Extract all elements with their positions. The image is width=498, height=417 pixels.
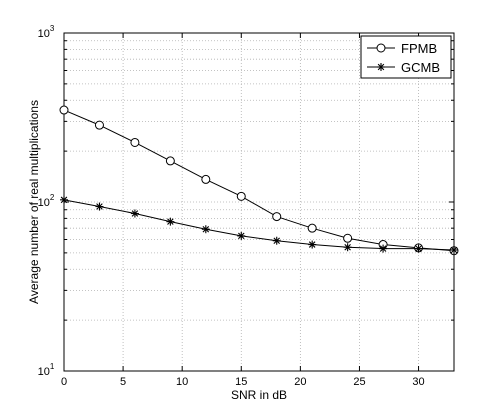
star-stroke [202,225,210,233]
data-point-gcmb [237,231,246,240]
data-point-gcmb [166,217,175,226]
tick-labels: 0 5 10 15 20 25 30 101 102 103 [38,24,425,388]
data-point-fpmb [307,223,317,233]
data-point-gcmb [379,244,388,253]
legend-entry-fpmb: FPMB [367,41,437,56]
star-stroke [273,237,280,244]
data-point-gcmb [308,240,317,249]
data-point-gcmb [201,225,210,234]
star-stroke [308,241,316,248]
data-point-fpmb [165,156,175,166]
data-point-gcmb [95,202,104,211]
x-tick-label: 25 [353,376,365,388]
x-tick-label: 20 [294,376,306,388]
star-stroke [377,63,385,71]
star-stroke [415,245,422,252]
x-tick-label: 10 [176,376,188,388]
star-stroke [96,203,103,210]
data-point-gcmb [60,195,68,204]
y-tick-label: 101 [38,362,55,378]
legend-box [360,35,452,79]
series-line-fpmb [63,109,455,252]
legend-marker [377,63,385,71]
series-layer [59,105,459,256]
data-point-fpmb [130,137,140,147]
legend-label: FPMB [401,41,437,56]
data-point-fpmb [201,174,211,184]
legend-label: GCMB [401,60,440,75]
x-tick-label: 0 [61,376,67,388]
star-stroke [167,218,174,225]
data-point-fpmb [343,233,353,243]
y-tick-label: 102 [38,193,55,209]
data-point-fpmb [94,120,104,130]
y-axis-label: Average number of real multiplications [27,100,41,304]
data-point-gcmb [450,245,458,254]
data-point-gcmb [272,236,281,245]
star-stroke [60,196,68,204]
star-stroke [450,246,458,254]
star-stroke [238,232,245,240]
series-gcmb [60,195,458,254]
legend-entry-gcmb: GCMB [367,60,440,75]
x-axis-label: SNR in dB [231,388,287,402]
star-stroke [344,243,351,251]
data-point-gcmb [414,244,423,253]
legend-marker [376,43,386,53]
data-point-gcmb [343,243,352,252]
y-tick-label: 103 [38,24,55,40]
data-point-fpmb [272,212,282,222]
data-point-gcmb [130,209,139,218]
star-stroke [379,245,387,252]
star-stroke [131,210,139,217]
x-tick-label: 15 [235,376,247,388]
data-point-fpmb [236,191,246,201]
grid [64,33,454,371]
x-tick-label: 5 [120,376,126,388]
x-tick-label: 30 [412,376,424,388]
data-point-fpmb [59,105,69,115]
series-line-gcmb [63,199,455,251]
legend: FPMB GCMB [360,35,452,79]
